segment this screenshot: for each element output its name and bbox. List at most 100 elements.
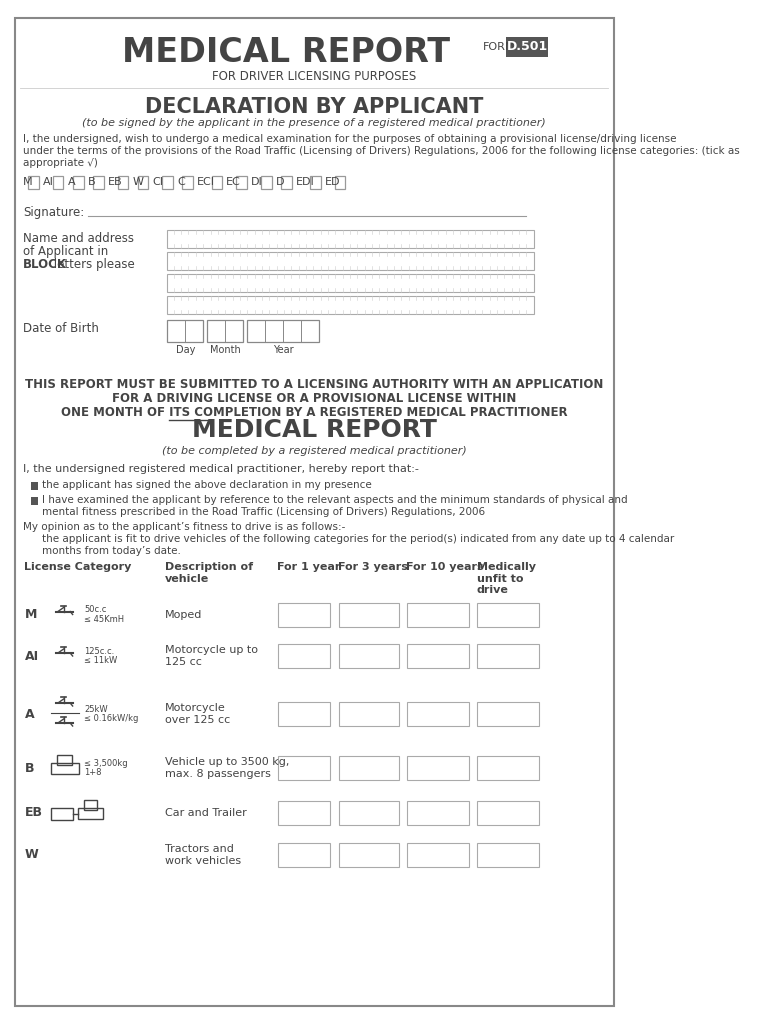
Bar [28, 176, 38, 189]
Text: Date of Birth: Date of Birth [23, 322, 99, 335]
Bar [167, 296, 534, 314]
Text: 1+8: 1+8 [84, 768, 102, 777]
Bar [79, 808, 103, 819]
Text: ≤ 11kW: ≤ 11kW [84, 656, 117, 665]
Bar [53, 176, 63, 189]
Text: (to be completed by a registered medical practitioner): (to be completed by a registered medical… [162, 446, 467, 456]
Bar [477, 843, 539, 867]
Text: 50c.c: 50c.c [84, 605, 106, 614]
Bar [407, 843, 469, 867]
Text: MEDICAL REPORT: MEDICAL REPORT [122, 36, 450, 69]
Text: W: W [25, 849, 38, 861]
Text: (to be signed by the applicant in the presence of a registered medical practitio: (to be signed by the applicant in the pr… [82, 118, 546, 128]
Bar [278, 801, 330, 825]
Text: B: B [25, 762, 34, 774]
Text: ED: ED [325, 177, 340, 187]
Text: FORM: FORM [483, 42, 516, 52]
Text: EDI: EDI [296, 177, 314, 187]
Text: of Applicant in: of Applicant in [23, 245, 108, 258]
Text: Motorcycle up to
125 cc: Motorcycle up to 125 cc [165, 645, 258, 667]
Bar [339, 602, 399, 627]
Bar [407, 702, 469, 726]
Text: 125c.c.: 125c.c. [84, 647, 114, 656]
Bar [407, 756, 469, 780]
Bar [207, 319, 243, 342]
Bar [339, 756, 399, 780]
Bar [57, 755, 72, 765]
Text: I, the undersigned registered medical practitioner, hereby report that:-: I, the undersigned registered medical pr… [23, 464, 419, 474]
Bar [339, 702, 399, 726]
Bar [52, 849, 76, 859]
Bar [261, 176, 272, 189]
Text: the applicant is fit to drive vehicles of the following categories for the perio: the applicant is fit to drive vehicles o… [42, 534, 675, 544]
Bar [407, 602, 469, 627]
Text: CI: CI [152, 177, 163, 187]
Text: AI: AI [25, 649, 38, 663]
Text: M: M [25, 608, 37, 621]
Text: under the terms of the provisions of the Road Traffic (Licensing of Drivers) Reg: under the terms of the provisions of the… [23, 146, 740, 156]
Text: DI: DI [251, 177, 263, 187]
Bar [162, 176, 173, 189]
Bar [212, 176, 223, 189]
Text: Description of
vehicle: Description of vehicle [165, 562, 253, 584]
Text: Signature:: Signature: [23, 206, 84, 219]
Text: My opinion as to the applicant’s fitness to drive is as follows:-: My opinion as to the applicant’s fitness… [23, 522, 345, 532]
Bar [281, 176, 292, 189]
Bar [477, 702, 539, 726]
Text: Motorcycle
over 125 cc: Motorcycle over 125 cc [165, 703, 230, 725]
Bar [339, 843, 399, 867]
Text: D.501: D.501 [507, 41, 547, 53]
Bar [477, 644, 539, 668]
Text: letters please: letters please [50, 258, 135, 271]
Bar [339, 801, 399, 825]
Text: ECI: ECI [197, 177, 215, 187]
Text: EB: EB [25, 807, 42, 819]
Text: B: B [88, 177, 95, 187]
Bar [167, 230, 534, 248]
Bar [247, 319, 319, 342]
Bar [59, 841, 72, 855]
Bar [310, 176, 321, 189]
Bar [84, 800, 97, 810]
Text: For 3 years: For 3 years [338, 562, 407, 572]
Text: 25kW: 25kW [84, 705, 108, 714]
Bar [167, 319, 203, 342]
Text: ONE MONTH OF ITS COMPLETION BY A REGISTERED MEDICAL PRACTITIONER: ONE MONTH OF ITS COMPLETION BY A REGISTE… [61, 406, 567, 419]
Bar [138, 176, 149, 189]
Bar [477, 801, 539, 825]
Bar [278, 843, 330, 867]
Bar [167, 252, 534, 270]
Text: For 10 years: For 10 years [407, 562, 484, 572]
Text: I, the undersigned, wish to undergo a medical examination for the purposes of ob: I, the undersigned, wish to undergo a me… [23, 134, 676, 144]
Text: A: A [68, 177, 75, 187]
Bar [182, 176, 193, 189]
Text: ≤ 3,500kg: ≤ 3,500kg [84, 759, 128, 768]
Text: D: D [276, 177, 284, 187]
Circle shape [68, 855, 76, 865]
Text: Tractors and
work vehicles: Tractors and work vehicles [165, 844, 241, 866]
Bar [477, 602, 539, 627]
Text: Vehicle up to 3500 kg,
max. 8 passengers: Vehicle up to 3500 kg, max. 8 passengers [165, 757, 290, 779]
Bar [52, 808, 72, 820]
Text: the applicant has signed the above declaration in my presence: the applicant has signed the above decla… [42, 480, 372, 490]
Text: appropriate √): appropriate √) [23, 158, 98, 168]
Text: BLOCK: BLOCK [23, 258, 67, 271]
Text: I have examined the applicant by reference to the relevant aspects and the minim: I have examined the applicant by referen… [42, 495, 628, 505]
Text: mental fitness prescribed in the Road Traffic (Licensing of Drivers) Regulations: mental fitness prescribed in the Road Tr… [42, 507, 486, 517]
Text: EC: EC [226, 177, 241, 187]
Bar [93, 176, 104, 189]
Text: C: C [177, 177, 185, 187]
Bar [278, 756, 330, 780]
Bar [506, 37, 548, 57]
Text: MEDICAL REPORT: MEDICAL REPORT [192, 418, 437, 442]
Bar [335, 176, 346, 189]
Text: months from today’s date.: months from today’s date. [42, 546, 181, 556]
Text: Car and Trailer: Car and Trailer [165, 808, 246, 818]
Bar [278, 644, 330, 668]
Text: FOR DRIVER LICENSING PURPOSES: FOR DRIVER LICENSING PURPOSES [212, 70, 417, 83]
Circle shape [52, 853, 65, 869]
Bar [339, 644, 399, 668]
Text: ≤ 45KmH: ≤ 45KmH [84, 614, 124, 624]
Text: For 1 year: For 1 year [277, 562, 341, 572]
Bar [407, 644, 469, 668]
